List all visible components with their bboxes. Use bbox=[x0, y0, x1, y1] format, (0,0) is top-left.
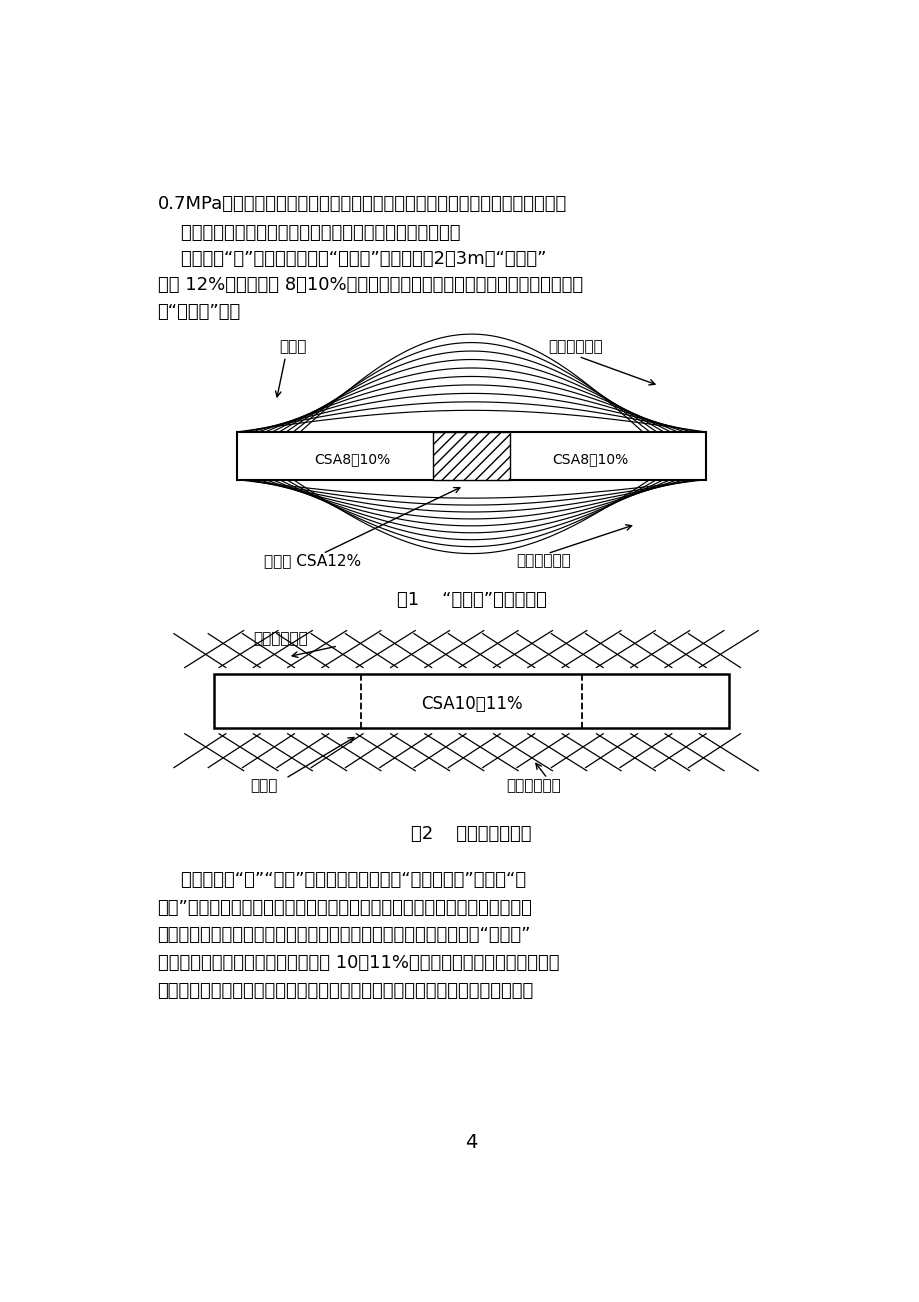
Text: 0.7MPa的预压应力，可大致抗消混凝土收缩时产生的拉应力，防止混凝土开裂。: 0.7MPa的预压应力，可大致抗消混凝土收缩时产生的拉应力，防止混凝土开裂。 bbox=[157, 195, 566, 212]
Text: CSA10～11%: CSA10～11% bbox=[420, 695, 522, 712]
Text: 收缩应力曲线: 收缩应力曲线 bbox=[516, 553, 571, 569]
Text: 锂丝网: 锂丝网 bbox=[279, 340, 307, 354]
Text: 入“加强带”内。: 入“加强带”内。 bbox=[157, 302, 241, 320]
Text: CSA8～10%: CSA8～10% bbox=[552, 452, 629, 466]
Bar bbox=[237, 432, 705, 479]
Text: 图1    “加强带”做法示意图: 图1 “加强带”做法示意图 bbox=[396, 591, 546, 609]
Text: 内掺 12%，带两侧掺 8～10%。带两侧设密孔锂丝网，目的是防止两侧混凝土流: 内掺 12%，带两侧掺 8～10%。带两侧设密孔锂丝网，目的是防止两侧混凝土流 bbox=[157, 276, 582, 294]
Text: 仓法”施工，此种方法在地铁、隙道等工程中被普遍采用；采用分段浇筑法后，: 仓法”施工，此种方法在地铁、隙道等工程中被普遍采用；采用分段浇筑法后， bbox=[157, 898, 532, 917]
Text: CSA8～10%: CSA8～10% bbox=[313, 452, 390, 466]
Text: 膏胀应力曲线: 膏胀应力曲线 bbox=[548, 340, 603, 354]
Text: 采用一个混凝土配合比就能解决问题，混凝土中的抗裂防水剂掺量与“加强带”: 采用一个混凝土配合比就能解决问题，混凝土中的抗裂防水剂掺量与“加强带” bbox=[157, 926, 530, 944]
Text: 法稍有不同，掺量介于中间值，一般 10～11%，每段浇筑的混凝土本身确保不: 法稍有不同，掺量介于中间值，一般 10～11%，每段浇筑的混凝土本身确保不 bbox=[157, 954, 559, 973]
Text: 方案一：“抗”的原则，即采用“加强带”解决，带剂2～3m，“加强带”: 方案一：“抗”的原则，即采用“加强带”解决，带剂2～3m，“加强带” bbox=[157, 250, 546, 268]
Text: 方案二：是“抗”“、放”结合的原则，即采用“留缝不留带”、或者“跳: 方案二：是“抗”“、放”结合的原则，即采用“留缝不留带”、或者“跳 bbox=[157, 871, 525, 889]
Text: 开裂，并有良好的膏胀性，由于浇筑的每段混凝土都是无收缩的微膏胀混凝土，: 开裂，并有良好的膏胀性，由于浇筑的每段混凝土都是无收缩的微膏胀混凝土， bbox=[157, 982, 533, 1000]
Bar bbox=[214, 673, 728, 728]
Text: 加强带 CSA12%: 加强带 CSA12% bbox=[264, 553, 360, 569]
Text: 对于超长结构工程的无缝施工问题，有两种方式可以选择。: 对于超长结构工程的无缝施工问题，有两种方式可以选择。 bbox=[157, 224, 459, 242]
Text: 图2    分段浇筑示意图: 图2 分段浇筑示意图 bbox=[411, 824, 531, 842]
Bar bbox=[432, 432, 510, 479]
Text: 4: 4 bbox=[465, 1133, 477, 1151]
Text: 收缩应力曲线: 收缩应力曲线 bbox=[505, 779, 561, 793]
Text: 施工缝: 施工缝 bbox=[250, 779, 278, 793]
Text: 膏胀应力曲线: 膏胀应力曲线 bbox=[253, 631, 307, 646]
